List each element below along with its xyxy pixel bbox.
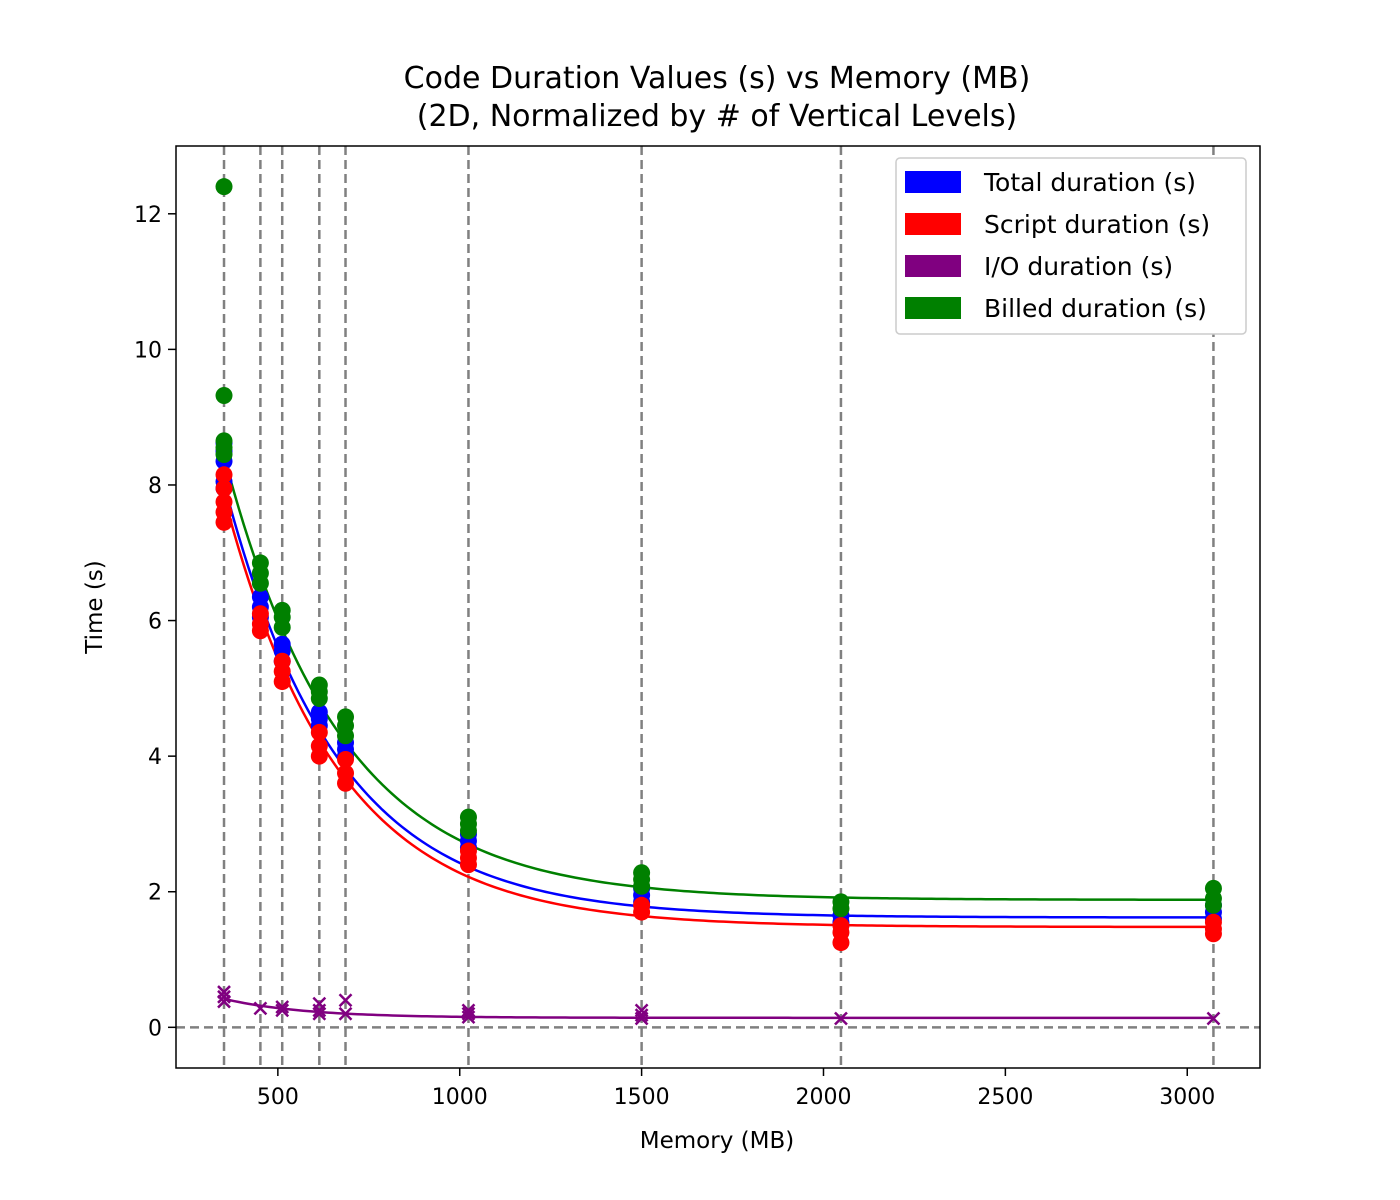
x-tick-label: 1000 (432, 1085, 488, 1110)
legend-label: Total duration (s) (983, 168, 1196, 197)
fit-curve (222, 455, 1214, 902)
data-point (215, 386, 233, 404)
data-point (273, 673, 291, 691)
data-point-x-stroke (338, 1006, 353, 1021)
data-point (337, 751, 355, 769)
reference-lines (176, 146, 1260, 1068)
legend: Total duration (s) Script duration (s) I/O… (895, 157, 1247, 335)
data-point-x (634, 1011, 649, 1026)
data-point-x (312, 1003, 327, 1018)
data-point-x-stroke (312, 1006, 327, 1021)
data-point (1204, 925, 1222, 943)
fit-curve (222, 483, 1214, 919)
x-tick-label: 3000 (1159, 1085, 1215, 1110)
data-point (633, 877, 651, 895)
data-point (1204, 896, 1222, 914)
x-axis-label: Memory (MB) (640, 1128, 794, 1154)
data-point-x-stroke (461, 1006, 476, 1021)
y-tick-label: 10 (134, 338, 162, 363)
data-point-x (1206, 1011, 1221, 1026)
x-axis: 500 1000 1500 2000 2500 3000 (257, 1068, 1215, 1110)
data-points (215, 178, 1222, 1026)
legend-label: Script duration (s) (984, 210, 1210, 239)
data-point (251, 622, 269, 640)
data-point-x (312, 1006, 327, 1021)
y-tick-label: 4 (148, 745, 162, 770)
y-tick-label: 6 (148, 610, 162, 635)
data-point (832, 934, 850, 952)
data-point-x (275, 1000, 290, 1014)
data-point-x-stroke (275, 1000, 290, 1014)
data-point-x (253, 1001, 268, 1016)
data-point-x (217, 994, 231, 1009)
data-point-x-stroke (1206, 1011, 1221, 1026)
data-point (337, 774, 355, 792)
data-point-x-stroke (217, 994, 231, 1009)
data-point (832, 900, 850, 918)
x-tick-label: 1500 (614, 1085, 670, 1110)
y-tick-label: 0 (148, 1016, 162, 1041)
data-point (273, 618, 291, 636)
legend-swatch (905, 171, 961, 193)
data-point (310, 690, 328, 708)
data-point (215, 178, 233, 196)
chart-title-line1: Code Duration Values (s) vs Memory (MB) (404, 61, 1031, 96)
legend-swatch (905, 255, 961, 277)
data-point-x-stroke (461, 1010, 476, 1025)
fit-curve (223, 997, 1214, 1020)
data-point (459, 822, 477, 840)
data-point (310, 723, 328, 741)
legend-label: I/O duration (s) (984, 252, 1173, 281)
data-point-x-stroke (834, 1011, 848, 1026)
data-point-x (834, 1011, 848, 1026)
data-point-x (461, 1006, 476, 1021)
legend-frame (895, 157, 1247, 335)
x-tick-label: 500 (257, 1085, 299, 1110)
legend-swatch (905, 213, 961, 235)
data-point (310, 747, 328, 765)
fit-curves (222, 455, 1214, 1020)
y-tick-label: 2 (148, 881, 162, 906)
x-tick-label: 2500 (977, 1085, 1033, 1110)
data-point-x-stroke (634, 1011, 649, 1026)
data-point (633, 903, 651, 921)
data-point-x (338, 1006, 353, 1021)
data-point-x-stroke (312, 1003, 327, 1018)
y-tick-label: 12 (134, 203, 162, 228)
data-point (251, 574, 269, 592)
data-point (215, 479, 233, 497)
data-point-x (338, 993, 353, 1008)
data-point-x (217, 989, 231, 1004)
data-point (215, 445, 233, 463)
data-point-x-stroke (253, 1001, 268, 1016)
x-tick-label: 2000 (795, 1085, 851, 1110)
data-point-x (275, 1003, 290, 1018)
data-point-x-stroke (634, 1008, 649, 1023)
legend-label: Billed duration (s) (984, 294, 1207, 323)
data-point-x-stroke (275, 1003, 290, 1018)
data-point (215, 513, 233, 531)
fit-curve (222, 496, 1214, 929)
data-point (337, 727, 355, 745)
data-point-x-stroke (338, 993, 353, 1008)
data-point (215, 466, 233, 484)
y-axis-label: Time (s) (82, 560, 108, 655)
data-point-x-stroke (217, 989, 231, 1004)
plot-frame (175, 145, 1261, 1069)
data-point-x (634, 1008, 649, 1023)
legend-swatch (905, 297, 961, 319)
data-point (459, 856, 477, 874)
y-tick-label: 8 (148, 474, 162, 499)
data-point-x (461, 1010, 476, 1025)
y-axis: 0 2 4 6 8 10 12 (134, 203, 176, 1041)
chart-title-line2: (2D, Normalized by # of Vertical Levels) (417, 99, 1017, 134)
